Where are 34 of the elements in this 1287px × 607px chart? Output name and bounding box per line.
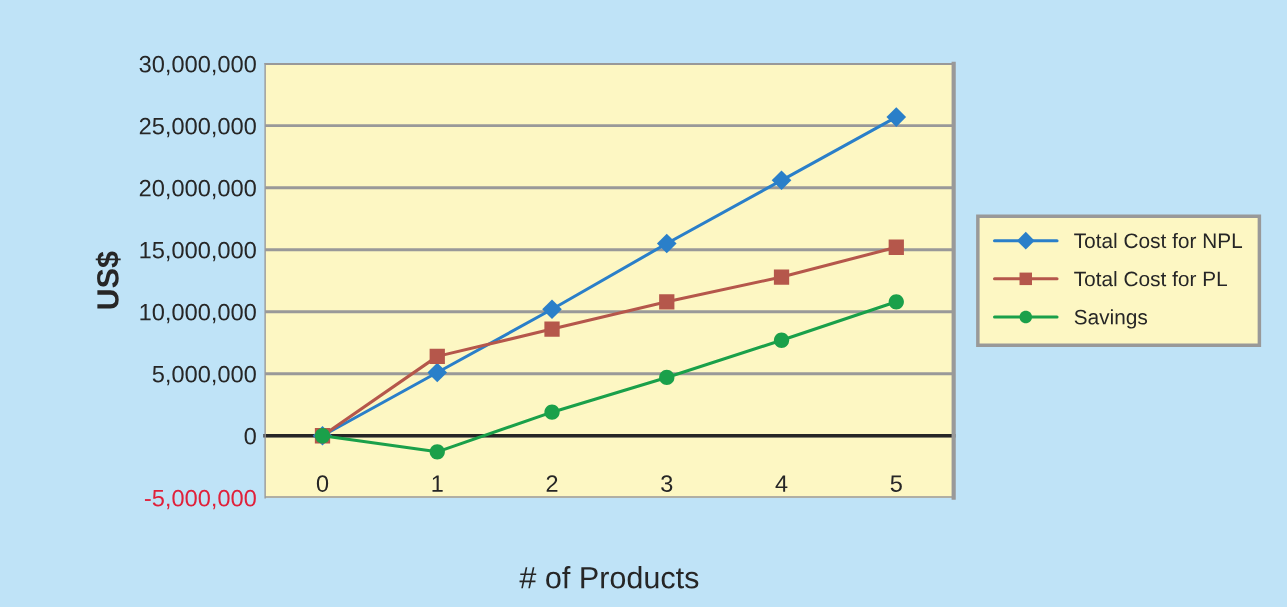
y-tick-label: 0 bbox=[244, 427, 256, 445]
y-axis-title: US$ bbox=[95, 251, 121, 309]
point bbox=[888, 239, 904, 255]
legend-label: Total Cost for PL bbox=[1074, 271, 1227, 287]
point bbox=[544, 321, 560, 337]
point bbox=[886, 107, 907, 127]
y-tick-label: 30,000,000 bbox=[139, 55, 256, 76]
legend-label: Savings bbox=[1074, 309, 1148, 329]
point bbox=[544, 404, 560, 420]
y-tick-label: 5,000,000 bbox=[152, 365, 256, 386]
point bbox=[427, 362, 448, 383]
point bbox=[659, 369, 675, 386]
y-tick-label: 15,000,000 bbox=[140, 241, 256, 262]
point bbox=[773, 332, 790, 348]
y-tick-label: 10,000,000 bbox=[140, 303, 256, 324]
x-tick-label: 3 bbox=[661, 475, 673, 492]
point bbox=[656, 233, 677, 254]
point bbox=[659, 294, 675, 310]
x-tick-label: 4 bbox=[775, 475, 788, 492]
point bbox=[771, 170, 792, 191]
point bbox=[773, 269, 790, 285]
x-axis-title: # of Products bbox=[519, 566, 699, 589]
x-tick-label: 5 bbox=[890, 475, 902, 492]
x-tick-label: 1 bbox=[432, 475, 443, 492]
y-tick-label: -5,000,000 bbox=[144, 489, 256, 510]
x-tick-label: 2 bbox=[546, 475, 558, 492]
point bbox=[542, 299, 562, 320]
point bbox=[429, 348, 445, 365]
point bbox=[888, 294, 904, 310]
y-tick-label: 25,000,000 bbox=[139, 117, 256, 138]
legend-label: Total Cost for NPL bbox=[1074, 232, 1243, 249]
point bbox=[429, 444, 445, 460]
x-tick-label: 0 bbox=[316, 475, 329, 492]
y-tick-label: 20,000,000 bbox=[139, 179, 256, 200]
